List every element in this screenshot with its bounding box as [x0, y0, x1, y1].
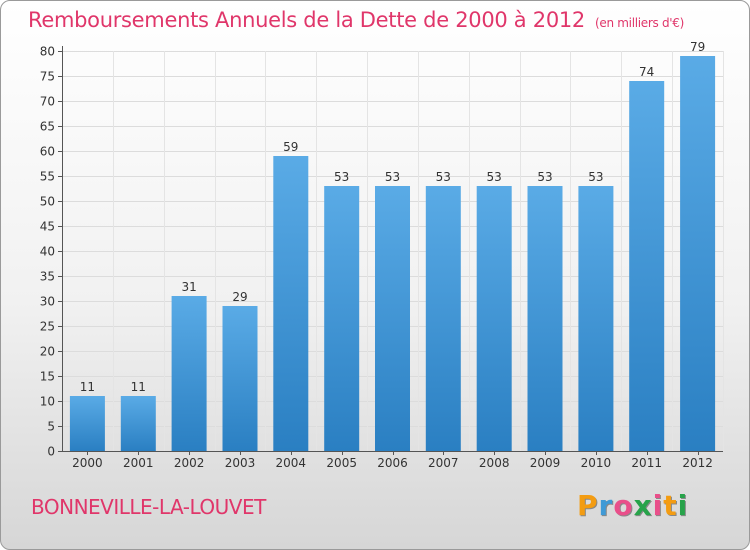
- logo-letter: i: [677, 489, 689, 522]
- bar: [273, 156, 309, 451]
- bars: 11 11 31 29 59 53 53 53 53 53 53 74 79: [69, 40, 716, 451]
- y-tick-label: 55: [40, 170, 55, 184]
- bar: [222, 306, 258, 451]
- bar: [476, 186, 512, 451]
- bar: [69, 396, 105, 451]
- x-tick-label: 2009: [530, 456, 561, 470]
- y-tick-label: 35: [40, 270, 55, 284]
- commune-name: BONNEVILLE-LA-LOUVET: [31, 495, 266, 519]
- logo-letter: o: [613, 489, 634, 522]
- bar-value-label: 53: [537, 170, 552, 184]
- bar: [527, 186, 563, 451]
- proxiti-logo: Proxiti: [577, 489, 688, 522]
- bar-value-label: 29: [232, 290, 247, 304]
- x-tick-label: 2008: [479, 456, 510, 470]
- axes: 0 5 10 15 20 25 30 35 40 45 50 55 60 65 70 75 80 2000 2001…: [40, 45, 723, 470]
- y-tick-label: 45: [40, 220, 55, 234]
- x-tick-label: 2012: [682, 456, 713, 470]
- x-tick-label: 2006: [377, 456, 408, 470]
- x-tick-label: 2002: [174, 456, 205, 470]
- bar-value-label: 59: [283, 140, 298, 154]
- y-tick-label: 70: [40, 95, 55, 109]
- bar-value-label: 11: [131, 380, 146, 394]
- bar: [680, 56, 716, 451]
- bar-value-label: 74: [639, 65, 654, 79]
- x-tick-label: 2004: [276, 456, 307, 470]
- logo-letter: t: [663, 489, 678, 522]
- y-tick-label: 80: [40, 45, 55, 59]
- chart-title-text: Remboursements Annuels de la Dette de 20…: [28, 8, 585, 32]
- x-tick-label: 2000: [72, 456, 103, 470]
- x-tick-label: 2010: [581, 456, 612, 470]
- y-tick-label: 25: [40, 320, 55, 334]
- bar: [425, 186, 461, 451]
- y-tick-label: 50: [40, 195, 55, 209]
- x-tick-label: 2001: [123, 456, 154, 470]
- y-tick-label: 40: [40, 245, 55, 259]
- y-tick-label: 15: [40, 370, 55, 384]
- bar-value-label: 53: [487, 170, 502, 184]
- x-tick-label: 2011: [631, 456, 662, 470]
- bar-value-label: 11: [80, 380, 95, 394]
- y-tick-label: 5: [47, 420, 55, 434]
- bar-value-label: 53: [436, 170, 451, 184]
- chart-unit: (en milliers d'€): [595, 16, 685, 30]
- bar-value-label: 79: [690, 40, 705, 54]
- logo-letter: x: [633, 489, 653, 522]
- logo-letter: P: [577, 489, 599, 522]
- y-tick-label: 10: [40, 395, 55, 409]
- y-tick-label: 65: [40, 120, 55, 134]
- bar: [375, 186, 410, 451]
- bar: [171, 296, 207, 451]
- bar-value-label: 31: [181, 280, 196, 294]
- chart-title: Remboursements Annuels de la Dette de 20…: [28, 8, 684, 32]
- y-tick-label: 75: [40, 70, 55, 84]
- logo-letter: r: [598, 489, 614, 522]
- bar-value-label: 53: [385, 170, 400, 184]
- bar-value-label: 53: [334, 170, 349, 184]
- logo-letter: i: [652, 489, 664, 522]
- y-tick-label: 30: [40, 295, 55, 309]
- bar: [324, 186, 360, 451]
- x-tick-label: 2005: [326, 456, 357, 470]
- x-tick-label: 2003: [225, 456, 256, 470]
- y-tick-label: 20: [40, 345, 55, 359]
- bar: [578, 186, 614, 451]
- bar: [120, 396, 156, 451]
- x-tick-label: 2007: [428, 456, 459, 470]
- bar: [629, 81, 665, 451]
- y-tick-label: 60: [40, 145, 55, 159]
- y-tick-label: 0: [47, 445, 55, 459]
- bar-value-label: 53: [588, 170, 603, 184]
